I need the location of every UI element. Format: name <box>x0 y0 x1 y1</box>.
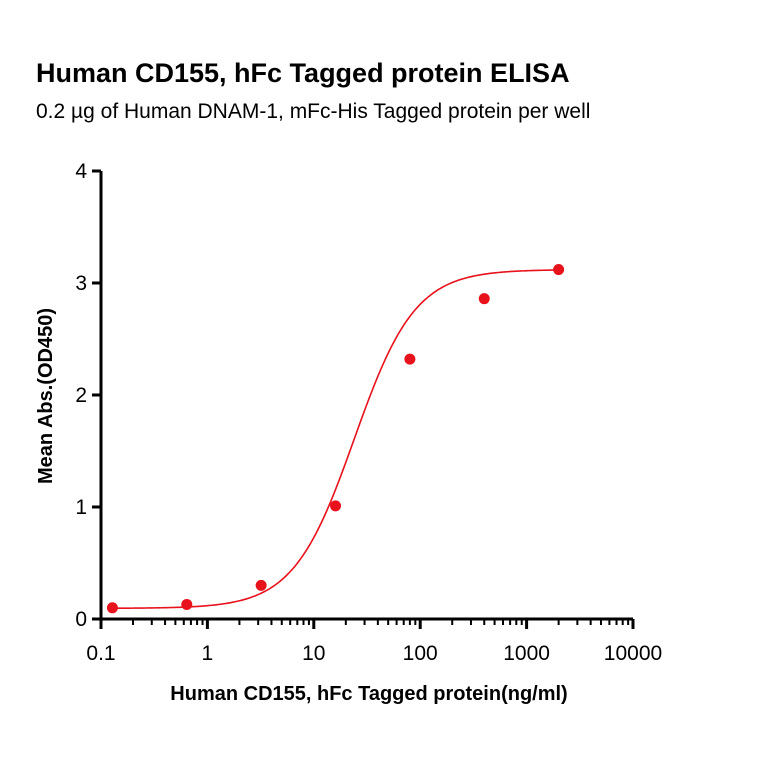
x-tick-label: 10 <box>302 642 325 665</box>
y-axis-label: Mean Abs.(OD450) <box>35 308 57 484</box>
fit-curve-layer <box>112 269 559 610</box>
chart-title: Human CD155, hFc Tagged protein ELISA <box>36 58 570 88</box>
data-point <box>553 264 565 276</box>
data-points-layer <box>106 264 565 614</box>
axes: 0 1 2 3 4 0.1 1 10 100 1000 10000 <box>75 160 662 665</box>
x-tick-label: 100 <box>403 642 438 665</box>
data-point <box>255 579 267 591</box>
y-tick-label: 4 <box>75 160 87 183</box>
y-tick-label: 0 <box>75 608 87 631</box>
x-tick-label: 1 <box>202 642 214 665</box>
y-tick-label: 2 <box>75 384 87 407</box>
data-point <box>478 293 490 305</box>
data-point <box>330 500 342 512</box>
data-point <box>404 353 416 365</box>
data-point <box>106 602 118 614</box>
y-tick-label: 1 <box>75 496 87 519</box>
fit-curve <box>112 269 559 610</box>
data-point <box>181 598 193 610</box>
x-tick-label: 1000 <box>503 642 550 665</box>
y-tick-label: 3 <box>75 272 87 295</box>
chart-subtitle: 0.2 µg of Human DNAM-1, mFc-His Tagged p… <box>36 100 591 123</box>
x-axis-label: Human CD155, hFc Tagged protein(ng/ml) <box>170 683 567 705</box>
x-tick-label: 0.1 <box>86 642 115 665</box>
x-tick-label: 10000 <box>604 642 662 665</box>
